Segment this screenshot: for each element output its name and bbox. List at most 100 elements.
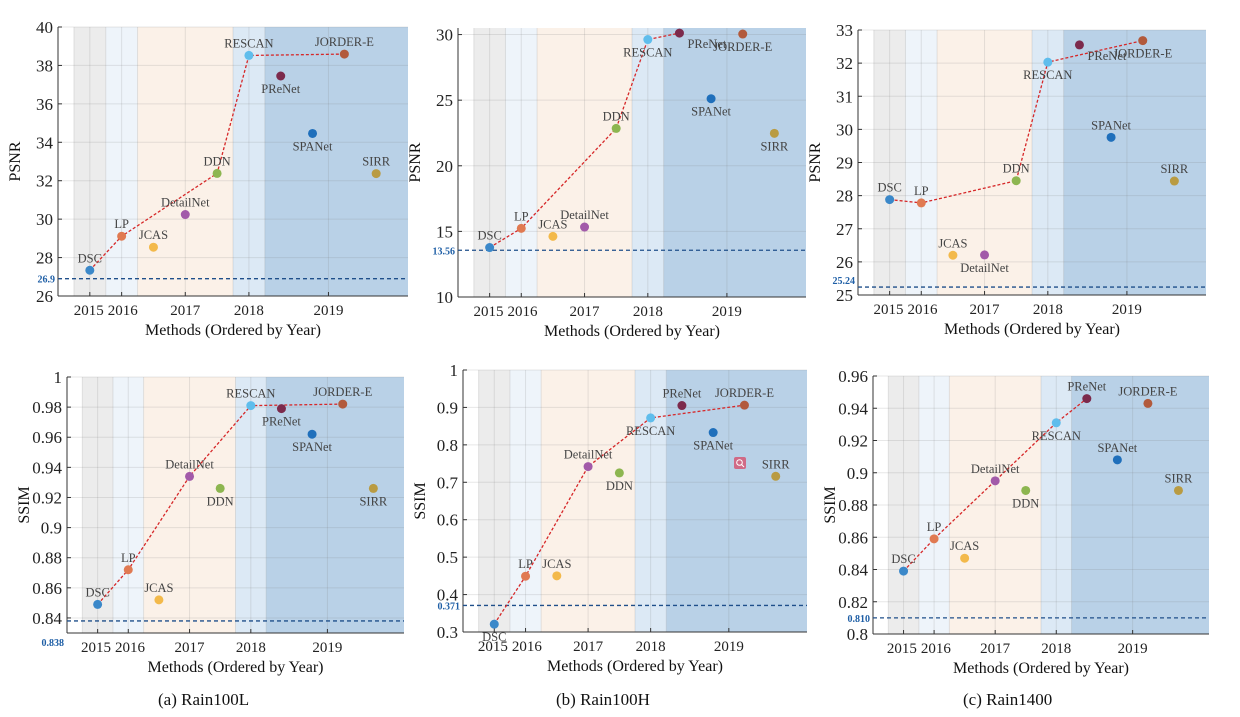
point-label: LP [518,557,533,571]
x-tick-label: 2016 [512,639,542,655]
y-tick-label: 15 [436,222,453,241]
point-ddn [215,483,225,493]
year-band [73,27,106,296]
y-tick-label: 0.92 [838,432,868,451]
point-label: SIRR [760,139,788,153]
year-band [235,377,267,633]
y-tick-label: 30 [36,210,53,229]
x-axis-label: Methods (Ordered by Year) [547,658,723,675]
x-tick-label: 2018 [633,304,663,320]
point-ddn [1011,176,1021,186]
point-spanet [1112,455,1122,465]
point-label: SPANet [693,439,733,453]
y-tick-label: 0.4 [437,586,459,605]
year-band [82,377,113,633]
point-label: JORDER-E [313,385,372,399]
point-label: DetailNet [960,261,1009,275]
subplot-rain100l-psnr: 26 28 30 32 34 36 38 40 2015 2016 2017 2018 2019 26.9… [7,18,408,339]
baseline-label: 25.24 [833,276,856,287]
point-prenet [677,401,687,411]
subplot-rain100h-ssim: 0.3 0.4 0.5 0.6 0.7 0.8 0.9 1 2015 2016 2017 2018 20… [412,361,807,675]
point-prenet [1074,40,1084,50]
y-tick-label: 0.94 [32,458,62,477]
x-tick-label: 2017 [175,640,206,656]
x-axis-label: Methods (Ordered by Year) [148,659,324,676]
point-label: DDN [204,154,231,168]
y-tick-label: 26 [36,287,53,306]
year-band [666,370,807,632]
point-prenet [1082,394,1092,404]
point-lp [929,534,939,544]
x-tick-label: 2018 [636,639,666,655]
point-label: JCAS [950,539,979,553]
caption-rain100h: (b) Rain100H [556,690,650,709]
point-jcas [948,250,958,260]
point-label: SIRR [1165,471,1193,485]
x-tick-label: 2015 [873,302,903,318]
point-prenet [276,71,286,81]
y-tick-label: 0.96 [32,428,62,447]
subplot-rain1400-psnr: 25 26 27 28 29 30 31 32 33 2015 2016 2017 2018 2019 25… [807,21,1206,338]
point-prenet [674,28,684,38]
y-tick-label: 0.8 [437,436,458,455]
point-label: RESCAN [1023,68,1072,82]
point-ddn [1021,485,1031,495]
point-jcas [148,242,158,252]
x-tick-label: 2019 [712,304,742,320]
y-tick-label: 28 [836,187,853,206]
point-label: RESCAN [623,46,672,60]
point-dsc [899,566,909,576]
point-dsc [485,243,495,253]
point-label: SIRR [1160,162,1188,176]
point-label: LP [927,520,942,534]
point-ddn [614,468,624,478]
y-tick-label: 30 [436,26,453,45]
year-band [143,377,236,633]
point-label: SPANet [292,440,332,454]
point-jorder-e [739,400,749,410]
point-sirr [371,169,381,179]
point-dsc [885,195,895,205]
year-band [264,27,408,296]
y-tick-label: 25 [436,91,453,110]
y-tick-label: 1 [54,368,63,387]
y-tick-label: 1 [450,361,459,380]
year-band [112,377,144,633]
point-lp [117,231,127,241]
baseline-label: 0.838 [42,638,65,649]
point-label: LP [914,184,929,198]
y-tick-label: 0.86 [32,579,62,598]
point-detailnet [583,462,593,472]
point-label: DDN [606,479,633,493]
point-label: PReNet [687,37,726,51]
y-tick-label: 29 [836,154,853,173]
point-label: LP [514,209,529,223]
point-label: DetailNet [161,196,210,210]
point-label: SPANet [1091,118,1131,132]
point-rescan [244,50,254,60]
y-tick-label: 31 [836,87,853,106]
year-band [888,376,919,634]
year-band [105,27,138,296]
point-label: LP [114,217,129,231]
point-label: PReNet [1067,380,1106,394]
y-tick-label: 20 [436,157,453,176]
x-tick-label: 2019 [312,640,342,656]
y-tick-label: 0.3 [437,623,458,642]
point-dsc [489,619,499,629]
point-detailnet [180,210,190,220]
year-band [266,377,404,633]
point-rescan [1043,57,1053,67]
x-tick-label: 2019 [714,639,744,655]
year-band [918,376,950,634]
y-tick-label: 10 [436,288,453,307]
subplot-rain100l-ssim: 0.84 0.86 0.88 0.9 0.92 0.94 0.96 0.98 1 2015 2016… [16,368,404,676]
magnifier-lens [736,459,743,466]
point-lp [521,571,531,581]
point-label: SIRR [359,494,387,508]
point-jcas [960,553,970,563]
x-tick-label: 2017 [170,303,201,319]
point-ddn [212,168,222,178]
y-tick-label: 0.8 [847,625,868,644]
